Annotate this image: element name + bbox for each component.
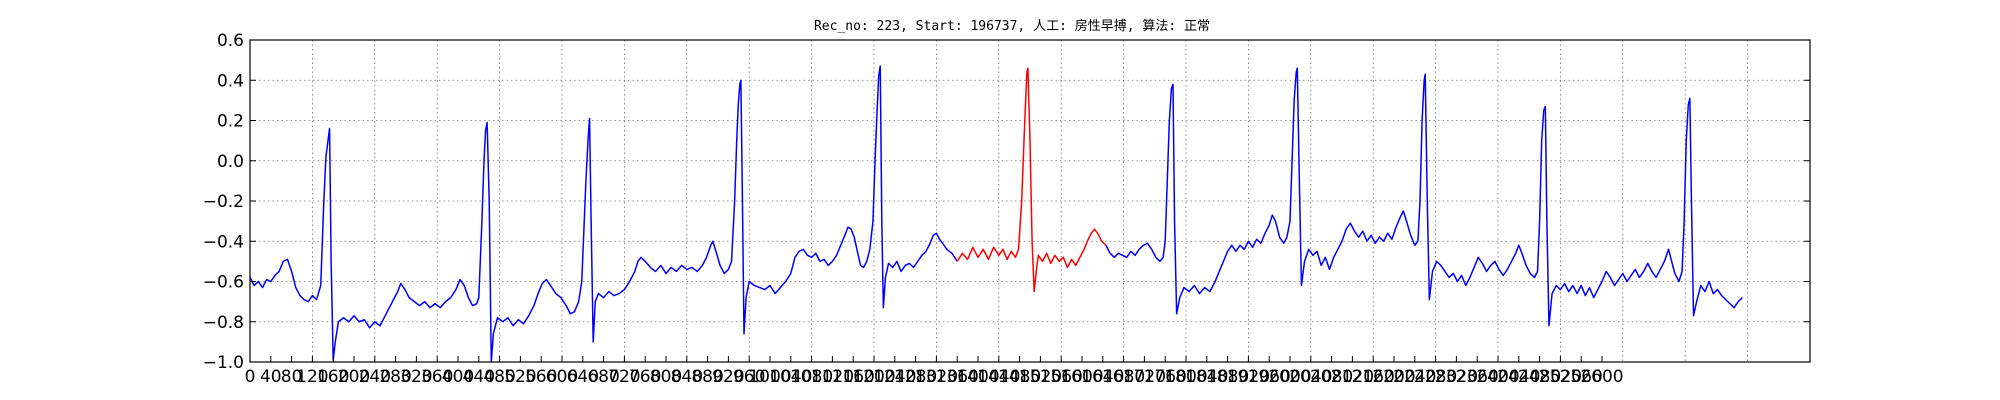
x-tick-label: 240	[359, 367, 391, 387]
x-tick-label: 1520	[1019, 367, 1062, 387]
x-tick-label: 160	[317, 367, 349, 387]
y-tick-label: 0.6	[217, 31, 244, 51]
x-tick-label: 760	[629, 367, 661, 387]
x-tick-label: 1200	[852, 367, 895, 387]
x-tick-label: 2080	[1310, 367, 1353, 387]
y-tick-label: 0.2	[217, 112, 244, 132]
x-tick-label: 1560	[1040, 367, 1083, 387]
y-tick-label: −0.8	[203, 313, 244, 333]
x-tick-label: 840	[671, 367, 703, 387]
x-tick-label: 1760	[1144, 367, 1187, 387]
x-tick-label: 2160	[1352, 367, 1395, 387]
y-tick-label: −0.2	[203, 192, 244, 212]
x-tick-label: 1360	[936, 367, 979, 387]
x-tick-label: 400	[442, 367, 474, 387]
x-tick-label: 1480	[998, 367, 1041, 387]
x-axis-ticks: 0 40 8012016020024028032036040044048052056…	[245, 356, 1624, 387]
x-tick-label: 1840	[1185, 367, 1228, 387]
x-tick-label: 1800	[1164, 367, 1207, 387]
x-tick-label: 1880	[1206, 367, 1249, 387]
x-tick-label: 2600	[1580, 367, 1623, 387]
x-tick-label: 600	[546, 367, 578, 387]
x-tick-label: 1040	[769, 367, 812, 387]
x-tick-label: 640	[567, 367, 599, 387]
x-tick-label: 1320	[915, 367, 958, 387]
x-tick-label: 960	[733, 367, 765, 387]
y-tick-label: −0.6	[203, 273, 244, 293]
x-tick-label: 880	[691, 367, 723, 387]
x-tick-label: 800	[650, 367, 682, 387]
gridlines	[250, 40, 1810, 362]
x-tick-label: 80	[281, 367, 303, 387]
x-tick-label: 1440	[977, 367, 1020, 387]
series-lines	[249, 65, 1743, 363]
x-tick-label: 1720	[1123, 367, 1166, 387]
y-tick-label: 0.4	[217, 71, 244, 91]
x-tick-label: 2200	[1372, 367, 1415, 387]
x-tick-label: 200	[338, 367, 370, 387]
x-tick-label: 2440	[1497, 367, 1540, 387]
x-tick-label: 440	[463, 367, 495, 387]
x-tick-label: 2520	[1539, 367, 1582, 387]
x-tick-label: 2240	[1393, 367, 1436, 387]
y-axis-ticks: −1.0 −0.8 −0.6 −0.4 −0.2 0.0 0.2 0.4 0.6	[203, 31, 1810, 373]
x-tick-label: 1600	[1060, 367, 1103, 387]
chart-title: Rec_no: 223, Start: 196737, 人工: 房性早搏, 算法…	[814, 18, 1210, 34]
x-tick-label: 280	[379, 367, 411, 387]
series-line-2	[956, 67, 1107, 293]
series-line-1	[249, 65, 958, 363]
x-tick-label: 2320	[1435, 367, 1478, 387]
x-tick-label: 2480	[1518, 367, 1561, 387]
x-tick-label: 1400	[956, 367, 999, 387]
x-tick-label: 920	[712, 367, 744, 387]
x-tick-label: 1680	[1102, 367, 1145, 387]
x-tick-label: 1960	[1248, 367, 1291, 387]
x-tick-label: 360	[421, 367, 453, 387]
y-tick-label: −1.0	[203, 353, 244, 373]
x-tick-label: 720	[608, 367, 640, 387]
x-tick-label: 2280	[1414, 367, 1457, 387]
x-tick-label: 2360	[1456, 367, 1499, 387]
x-tick-label: 40	[260, 367, 282, 387]
x-tick-label: 2120	[1331, 367, 1374, 387]
y-tick-label: 0.0	[217, 152, 244, 172]
x-tick-label: 680	[587, 367, 619, 387]
x-tick-label: 1920	[1227, 367, 1270, 387]
x-tick-label: 2400	[1476, 367, 1519, 387]
x-tick-label: 1240	[873, 367, 916, 387]
x-tick-label: 120	[296, 367, 328, 387]
x-tick-label: 1160	[832, 367, 875, 387]
x-tick-label: 480	[483, 367, 515, 387]
x-tick-label: 1080	[790, 367, 833, 387]
x-tick-label: 560	[525, 367, 557, 387]
series-line-3	[1105, 67, 1743, 327]
x-tick-label: 2000	[1268, 367, 1311, 387]
x-tick-label: 2560	[1560, 367, 1603, 387]
x-tick-label: 0	[245, 367, 256, 387]
x-tick-label: 1640	[1081, 367, 1124, 387]
x-tick-label: 1280	[894, 367, 937, 387]
x-tick-label: 1000	[748, 367, 791, 387]
x-tick-label: 1120	[811, 367, 854, 387]
y-tick-label: −0.4	[203, 232, 244, 252]
x-tick-label: 320	[400, 367, 432, 387]
x-tick-label: 520	[504, 367, 536, 387]
x-tick-label: 2040	[1289, 367, 1332, 387]
